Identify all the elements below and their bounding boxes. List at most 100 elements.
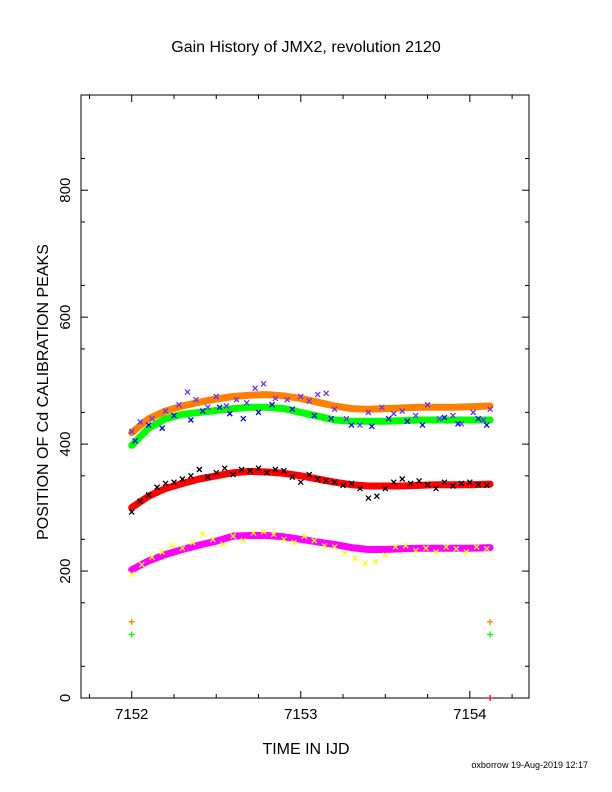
plot-frame: [80, 94, 530, 699]
data-point: [331, 543, 338, 550]
y-tick-label: 200: [57, 559, 74, 584]
data-point: [179, 476, 186, 482]
data-point: [480, 417, 487, 423]
series-3: [128, 532, 494, 574]
data-point: [176, 401, 183, 408]
data-point: [372, 558, 379, 565]
reference-marker: [487, 631, 494, 638]
data-point: [331, 479, 338, 486]
data-point: [356, 422, 363, 429]
data-point: [449, 412, 456, 419]
data-point: [159, 425, 166, 432]
data-point: [199, 408, 206, 415]
data-point: [412, 547, 419, 554]
data-point: [356, 485, 363, 492]
series-9: [128, 631, 494, 638]
data-point: [149, 415, 155, 422]
data-point: [365, 495, 372, 502]
data-point: [269, 401, 275, 408]
data-point: [455, 420, 461, 427]
data-point: [272, 466, 279, 473]
y-tick-label: 400: [57, 432, 74, 457]
data-point: [473, 543, 480, 550]
data-point: [399, 476, 406, 482]
y-tick-label: 600: [57, 305, 74, 330]
data-point: [128, 428, 135, 435]
data-point: [424, 401, 431, 408]
data-point: [463, 549, 470, 555]
data-point: [436, 415, 443, 422]
data-point: [323, 477, 330, 484]
data-point: [314, 391, 321, 398]
x-tick-label: 7153: [284, 706, 317, 723]
data-point: [255, 409, 262, 416]
data-point: [252, 385, 259, 392]
data-point: [145, 422, 152, 429]
data-point: [187, 472, 194, 479]
data-point: [311, 412, 318, 419]
data-point: [199, 531, 206, 538]
data-point: [368, 423, 375, 430]
data-point: [483, 545, 490, 552]
data-point: [382, 552, 389, 559]
data-point: [311, 537, 318, 544]
data-point: [192, 396, 199, 403]
data-point: [250, 530, 257, 536]
data-point: [404, 418, 411, 425]
data-point: [171, 412, 177, 419]
data-point: [221, 465, 228, 472]
data-point: [348, 422, 355, 429]
data-point: [209, 536, 216, 543]
data-point: [128, 509, 135, 515]
data-point: [145, 491, 152, 498]
series-5: [132, 401, 490, 444]
data-marks: [128, 380, 494, 701]
data-point: [284, 396, 291, 403]
data-point: [487, 406, 494, 413]
data-point: [238, 466, 245, 473]
tick-labels: 0 200 400 600 800 7152 7153 7154: [57, 178, 487, 723]
chart-title: Gain History of JMX2, revolution 2120: [171, 39, 441, 56]
data-point: [247, 467, 254, 474]
data-point: [169, 542, 176, 549]
data-point: [466, 479, 473, 486]
data-point: [233, 396, 240, 403]
data-point: [331, 406, 338, 413]
data-point: [433, 485, 439, 492]
data-point: [291, 539, 297, 546]
data-point: [137, 498, 144, 505]
data-point: [399, 408, 406, 415]
data-point: [475, 415, 482, 422]
series-4: [128, 380, 494, 435]
series-8: [128, 618, 494, 625]
data-point: [280, 467, 287, 474]
fit-line: [128, 532, 494, 574]
data-point: [260, 380, 267, 387]
data-point: [373, 493, 380, 500]
x-axis-title: TIME IN IJD: [262, 741, 349, 758]
data-point: [159, 549, 166, 555]
data-point: [289, 474, 296, 481]
data-point: [392, 543, 399, 550]
data-point: [138, 561, 145, 568]
data-point: [216, 404, 223, 411]
data-point: [230, 533, 237, 540]
x-tick-label: 7154: [453, 706, 486, 723]
data-point: [390, 479, 397, 486]
data-point: [184, 389, 191, 396]
data-point: [378, 404, 385, 411]
data-point: [458, 480, 465, 487]
data-point: [149, 554, 155, 561]
data-point: [162, 480, 169, 487]
reference-marker: [128, 618, 135, 625]
x-tick-label: 7152: [115, 706, 148, 723]
data-point: [223, 403, 230, 409]
y-tick-label: 800: [57, 178, 74, 203]
data-point: [220, 541, 226, 548]
data-point: [240, 537, 247, 544]
axis-ticks: [81, 95, 529, 699]
data-point: [323, 390, 330, 397]
y-axis-title: POSITION OF Cd CALIBRATION PEAKS: [35, 244, 52, 540]
data-point: [341, 550, 348, 557]
